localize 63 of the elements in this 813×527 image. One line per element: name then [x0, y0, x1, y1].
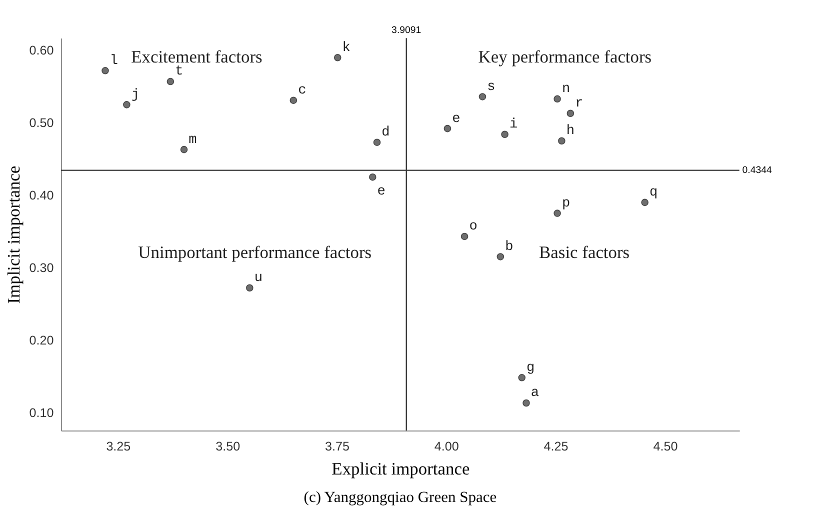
point — [123, 101, 130, 108]
annotation: o — [469, 220, 478, 235]
annotation: i — [509, 118, 518, 133]
point — [102, 67, 109, 74]
x-axis-title: Explicit importance — [332, 458, 470, 479]
point — [166, 78, 174, 86]
point — [444, 124, 452, 132]
point — [496, 253, 504, 260]
y-tick-label: 0.50 — [29, 116, 54, 130]
x-tick-label: 4.25 — [544, 439, 568, 454]
annotation: Basic factors — [539, 242, 630, 262]
point — [290, 96, 298, 104]
ref-line-label: 3.9091 — [392, 25, 422, 36]
y-tick-label: 0.10 — [29, 406, 54, 420]
point — [566, 110, 574, 118]
point — [246, 284, 254, 292]
annotation: l — [110, 54, 118, 69]
annotation: a — [530, 386, 540, 402]
annotation: g — [526, 360, 535, 376]
y-tick-label: 0.30 — [29, 260, 54, 275]
x-tick-label: 3.25 — [106, 439, 131, 454]
annotation: k — [342, 40, 350, 56]
annotation: e — [452, 112, 460, 127]
point — [518, 374, 526, 382]
point — [641, 198, 648, 206]
x-tick-label: 4.00 — [434, 439, 459, 454]
annotation: d — [382, 126, 390, 141]
annotation: t — [175, 64, 184, 80]
annotation: m — [188, 132, 197, 148]
point — [501, 130, 508, 138]
point — [522, 399, 530, 407]
point — [334, 54, 342, 62]
annotation: s — [487, 80, 496, 95]
annotation: u — [254, 271, 262, 286]
point — [460, 232, 468, 240]
annotation: Key performance factors — [478, 46, 652, 66]
x-tick-label: 3.50 — [216, 439, 240, 454]
annotation: b — [505, 240, 514, 255]
annotation: c — [298, 84, 306, 99]
x-tick-label: 4.50 — [653, 439, 678, 454]
y-tick-label: 0.20 — [29, 333, 54, 348]
point — [478, 93, 486, 100]
y-tick-label: 0.60 — [29, 44, 54, 58]
point — [554, 95, 561, 103]
annotation: e — [377, 184, 386, 200]
annotation: Unimportant performance factors — [138, 242, 372, 262]
text: (c) Yanggongqiao Green Space — [304, 489, 497, 506]
y-tick-label: 0.40 — [29, 188, 54, 203]
annotation: n — [562, 82, 570, 98]
annotation: j — [131, 88, 140, 103]
y-axis-title: Implicit importance — [4, 166, 24, 304]
ref-line-label: 0.4344 — [742, 165, 773, 176]
point — [368, 173, 376, 181]
point — [373, 138, 381, 146]
annotation: p — [562, 196, 570, 212]
point — [554, 210, 561, 217]
annotation: r — [575, 96, 584, 112]
x-tick-label: 3.75 — [324, 439, 350, 454]
annotation: Excitement factors — [131, 46, 263, 66]
annotation: q — [649, 186, 658, 201]
annotation: h — [566, 124, 574, 140]
point — [180, 146, 188, 154]
point — [558, 137, 566, 145]
